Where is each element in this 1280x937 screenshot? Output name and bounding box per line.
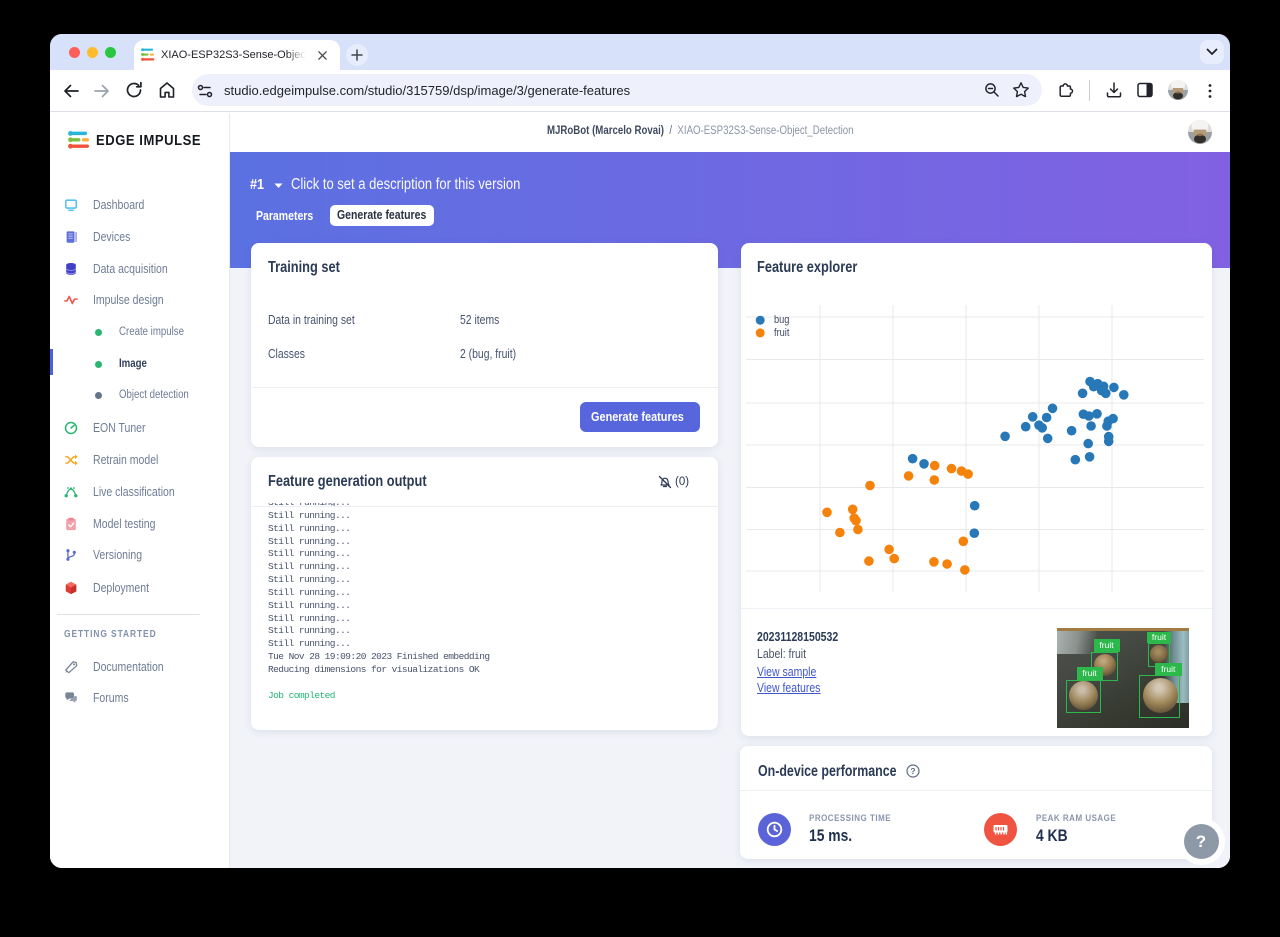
svg-text:?: ? xyxy=(910,766,915,776)
